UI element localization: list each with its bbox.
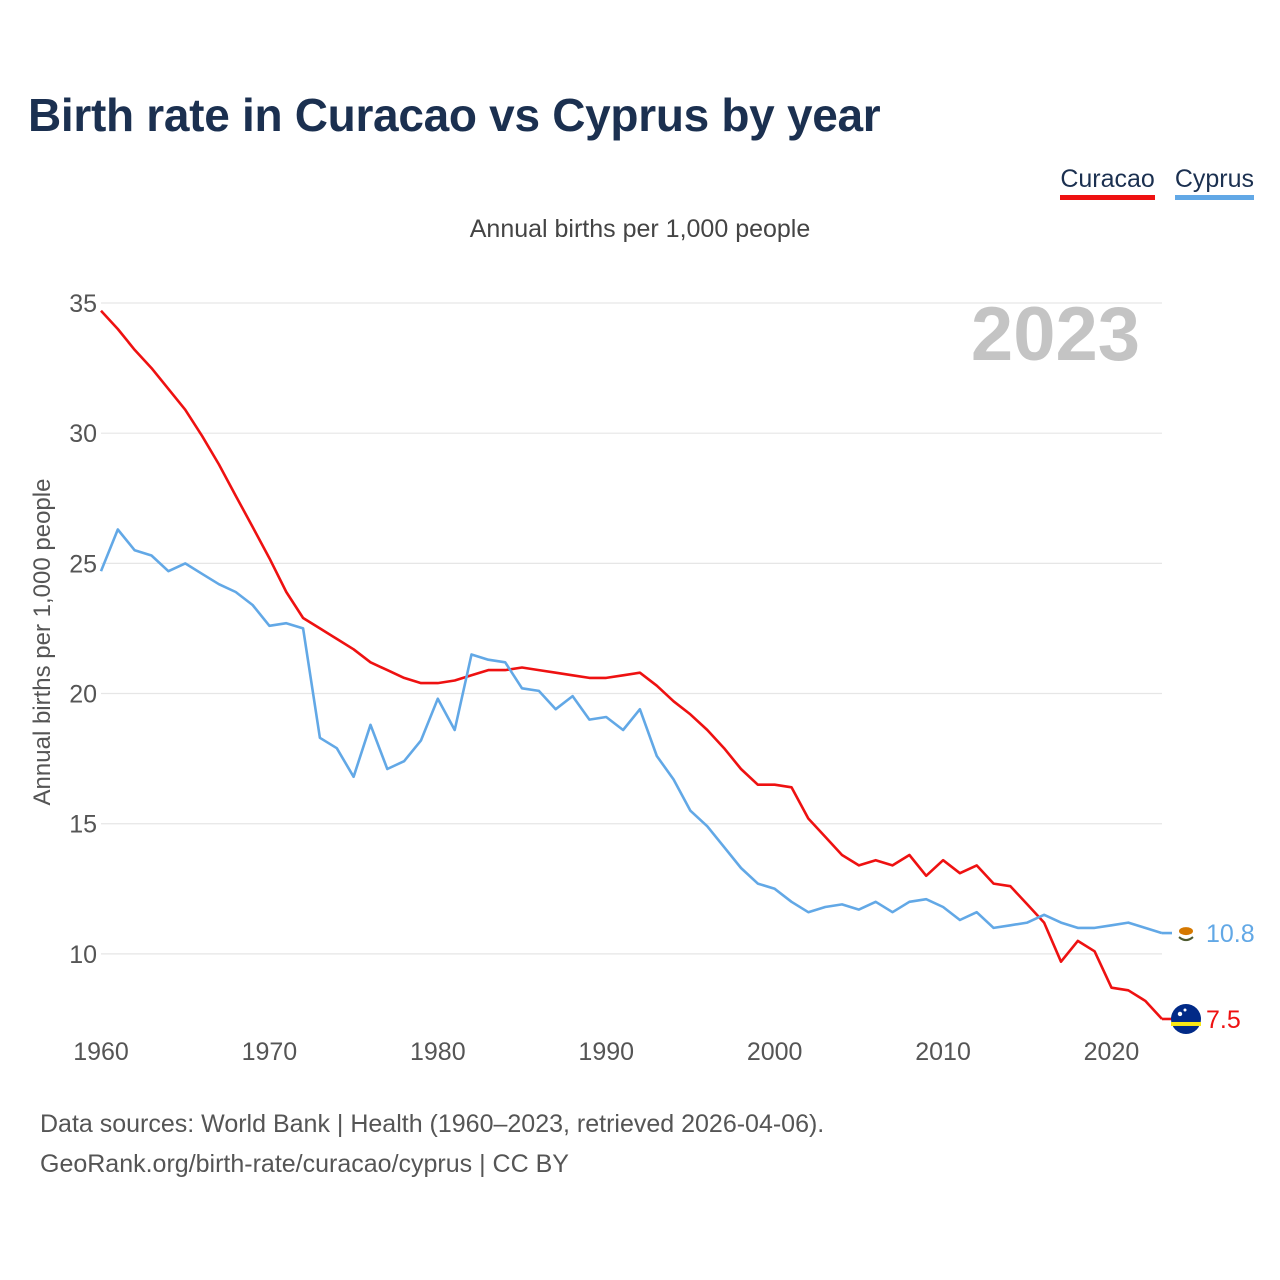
series-line-curacao[interactable] — [100, 309, 1163, 1020]
y-axis-label: Annual births per 1,000 people — [29, 479, 56, 806]
y-axis-ticks: 35 30 25 20 15 10 — [69, 290, 97, 969]
y-tick-label: 10 — [69, 941, 97, 969]
footer: Data sources: World Bank | Health (1960–… — [40, 1104, 824, 1184]
source-note: Data sources: World Bank | Health (1960–… — [40, 1110, 825, 1138]
series-end-label-curacao: 7.5 — [1206, 1006, 1241, 1034]
x-tick-label: 2000 — [747, 1038, 803, 1066]
x-axis-ticks: 1960 1970 1980 1990 2000 2010 2020 — [73, 1038, 1139, 1066]
attribution-link[interactable]: GeoRank.org/birth-rate/curacao/cyprus | … — [40, 1150, 569, 1178]
x-tick-label: 2020 — [1084, 1038, 1140, 1066]
x-tick-label: 1960 — [73, 1038, 129, 1066]
x-tick-label: 1990 — [578, 1038, 634, 1066]
legend-item-curacao[interactable]: Curacao — [1060, 164, 1155, 200]
x-tick-label: 2010 — [915, 1038, 971, 1066]
legend-item-cyprus[interactable]: Cyprus — [1174, 164, 1254, 200]
y-tick-label: 20 — [69, 681, 97, 709]
chart-title: Birth rate in Curacao vs Cyprus by year — [28, 89, 881, 141]
x-tick-label: 1980 — [410, 1038, 466, 1066]
x-tick-label: 1970 — [242, 1038, 298, 1066]
series-end-markers: 7.5 10.8 — [1162, 920, 1255, 1034]
series-lines — [99, 309, 1163, 1020]
curacao-flag-icon — [1171, 1003, 1201, 1034]
y-tick-label: 25 — [69, 550, 97, 578]
series-line-cyprus[interactable] — [99, 528, 1163, 935]
y-tick-label: 15 — [69, 811, 97, 839]
y-tick-label: 30 — [69, 420, 97, 448]
legend: Curacao Cyprus — [1060, 164, 1254, 200]
cyprus-flag-icon — [1173, 920, 1199, 947]
grid-lines — [101, 302, 1162, 955]
series-end-label-cyprus: 10.8 — [1206, 920, 1255, 948]
y-tick-label: 35 — [69, 290, 97, 318]
chart-subtitle: Annual births per 1,000 people — [469, 215, 811, 243]
current-year-label: 2023 — [971, 292, 1140, 377]
